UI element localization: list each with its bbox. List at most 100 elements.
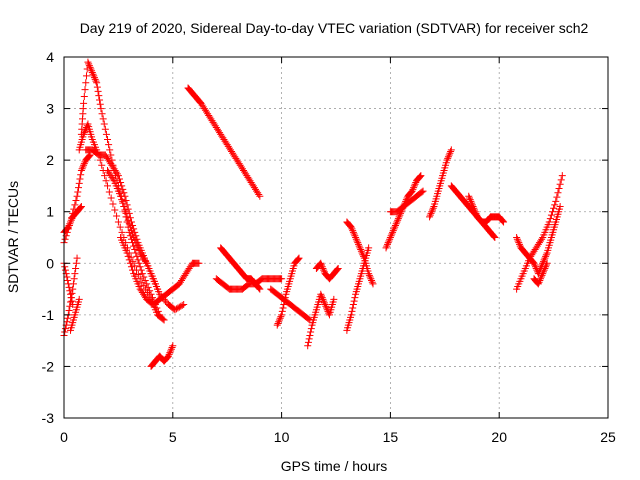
x-tick-label: 25 <box>600 429 616 445</box>
data-point <box>350 230 358 238</box>
data-point <box>443 156 451 164</box>
data-point <box>123 201 131 209</box>
data-point <box>97 105 105 113</box>
data-point <box>390 225 398 233</box>
y-tick-label: 2 <box>46 152 54 168</box>
data-point <box>514 237 522 245</box>
data-point <box>543 259 551 267</box>
data-point <box>558 172 566 180</box>
data-points <box>60 58 566 370</box>
data-point <box>305 315 313 323</box>
data-point <box>273 321 281 329</box>
data-point <box>129 266 137 274</box>
y-axis-label: SDTVAR / TECUs <box>5 181 21 293</box>
data-point <box>394 215 402 223</box>
data-point <box>557 176 565 184</box>
data-point <box>318 263 326 271</box>
data-point <box>113 170 121 178</box>
data-point <box>365 270 373 278</box>
data-point <box>114 218 122 226</box>
data-point <box>91 75 99 83</box>
data-point <box>119 185 127 193</box>
data-point <box>428 206 436 214</box>
x-axis-label: GPS time / hours <box>281 458 388 474</box>
data-point <box>117 192 125 200</box>
data-point <box>465 192 473 200</box>
data-point <box>134 256 142 264</box>
data-point <box>367 275 375 283</box>
data-point <box>140 273 148 281</box>
data-point <box>427 209 435 217</box>
data-point <box>554 189 562 197</box>
data-point <box>278 275 286 283</box>
data-point <box>126 259 134 267</box>
data-point <box>86 63 94 71</box>
data-point <box>76 204 84 212</box>
data-point <box>307 325 315 333</box>
data-point <box>389 228 397 236</box>
data-point <box>93 79 101 87</box>
data-point <box>88 68 96 76</box>
data-point <box>121 206 129 214</box>
data-point <box>281 294 289 302</box>
data-point <box>418 188 426 196</box>
data-point <box>537 275 545 283</box>
data-point <box>357 247 365 255</box>
y-tick-label: 4 <box>46 49 54 65</box>
data-point <box>111 206 119 214</box>
data-point <box>539 268 547 276</box>
data-point <box>127 227 135 235</box>
data-point <box>323 304 331 312</box>
data-point <box>539 270 547 278</box>
data-point <box>67 290 75 298</box>
data-point <box>385 237 393 245</box>
data-point <box>426 211 434 219</box>
data-point <box>445 151 453 159</box>
data-point <box>89 70 97 78</box>
data-point <box>349 228 357 236</box>
data-point <box>64 314 72 322</box>
data-point <box>279 304 287 312</box>
x-tick-label: 15 <box>383 429 399 445</box>
data-point <box>141 276 149 284</box>
data-point <box>166 349 174 357</box>
data-point <box>549 208 557 216</box>
data-point <box>320 266 328 274</box>
data-point <box>138 278 146 286</box>
data-point <box>113 212 121 220</box>
data-point <box>415 173 423 181</box>
data-point <box>80 93 88 101</box>
data-point <box>410 184 418 192</box>
data-point <box>65 283 73 291</box>
data-point <box>195 259 203 267</box>
data-point <box>75 295 83 303</box>
data-point <box>164 352 172 360</box>
data-point <box>556 203 564 211</box>
data-point <box>468 199 476 207</box>
data-point <box>142 258 150 266</box>
data-point <box>96 96 104 104</box>
data-point <box>307 328 315 336</box>
data-point <box>295 254 303 262</box>
data-point <box>75 184 83 192</box>
data-point <box>167 345 175 353</box>
data-point <box>85 60 93 68</box>
data-point <box>94 87 102 95</box>
data-point <box>131 246 139 254</box>
data-point <box>319 295 327 303</box>
x-tick-label: 5 <box>169 429 177 445</box>
data-point <box>393 218 401 226</box>
data-point <box>115 175 123 183</box>
data-point <box>546 215 554 223</box>
data-point <box>318 294 326 302</box>
data-point <box>125 220 133 228</box>
data-point <box>330 295 338 303</box>
data-point <box>123 213 131 221</box>
data-point <box>72 197 80 205</box>
data-point <box>159 315 167 323</box>
data-point <box>71 201 79 209</box>
data-point <box>351 232 359 240</box>
data-point <box>515 239 523 247</box>
data-point <box>304 342 312 350</box>
